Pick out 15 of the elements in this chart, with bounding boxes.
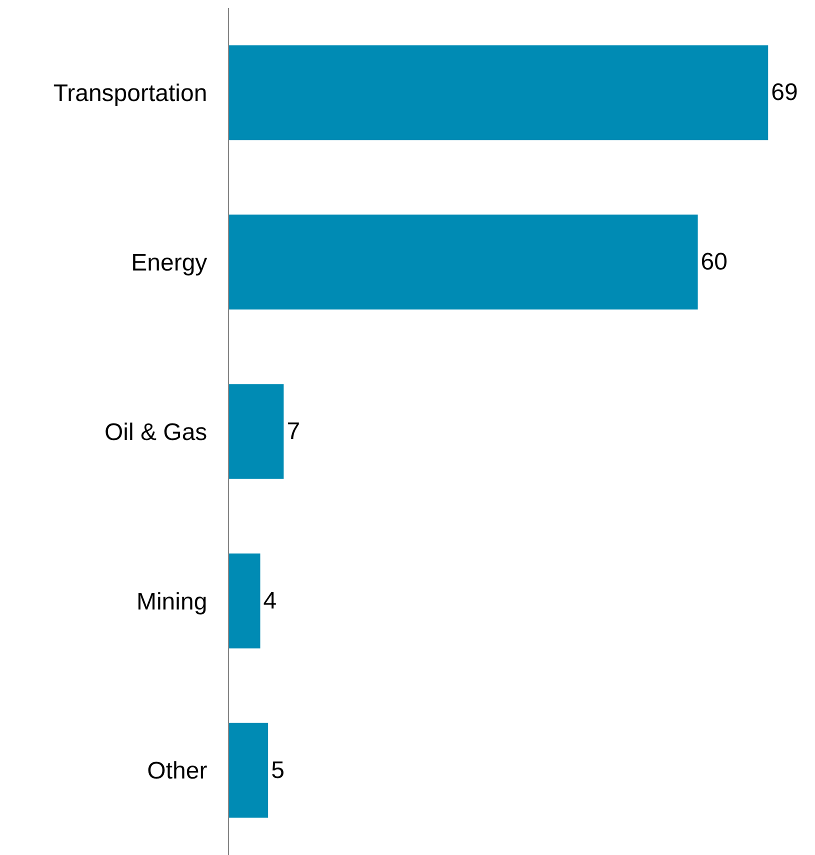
bar: [229, 214, 698, 310]
y-tick-label: Mining: [136, 588, 208, 616]
bar: [229, 45, 768, 140]
bar: [229, 722, 268, 818]
bar: [229, 553, 260, 648]
data-label: 60: [700, 248, 728, 276]
data-label: 5: [271, 756, 284, 784]
y-tick-label: Other: [147, 758, 208, 785]
bar: [229, 384, 284, 479]
y-tick-label: Energy: [131, 250, 208, 276]
data-label: 7: [286, 418, 300, 445]
y-tick-label: Transportation: [53, 80, 208, 108]
data-label: 69: [771, 79, 798, 106]
data-label: 4: [263, 587, 277, 614]
y-tick-label: Oil & Gas: [104, 418, 208, 446]
